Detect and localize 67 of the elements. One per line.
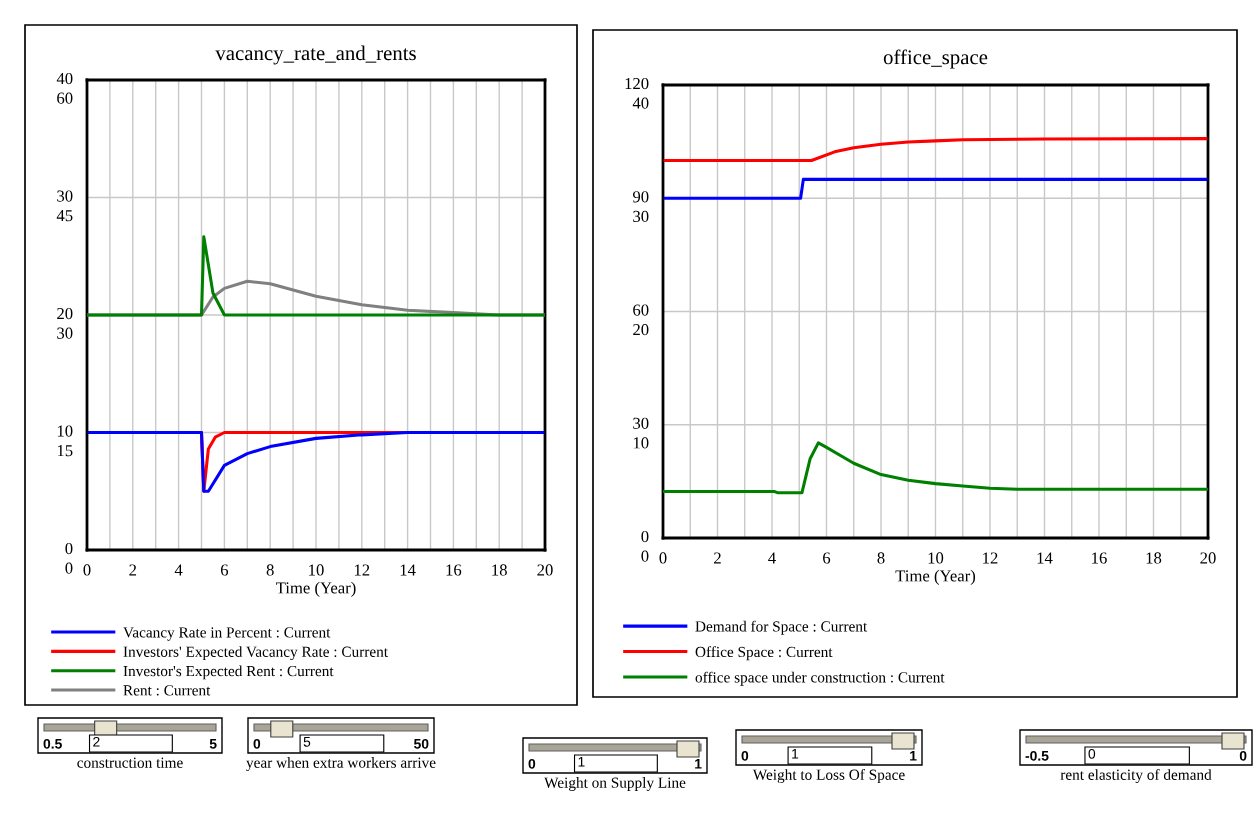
y-tick-label: 20 (57, 307, 73, 320)
x-tick-label: 12 (983, 552, 998, 564)
y-tick-label: 120 (625, 77, 649, 90)
x-tick-label: 0 (659, 552, 667, 564)
y-tick-label: 0 (641, 530, 649, 543)
x-tick-label: 6 (220, 564, 229, 576)
text: 0 (253, 738, 261, 749)
y-tick-label: 90 (632, 191, 649, 203)
x-tick-label: 4 (174, 564, 183, 576)
text: 0 (528, 758, 536, 769)
legend-label: Office Space : Current (695, 646, 833, 661)
line-series (663, 137, 1208, 163)
chart-title: office_space (883, 49, 988, 69)
x-tick-label: 12 (354, 564, 370, 576)
x-tick-label: 18 (492, 564, 507, 576)
x-tick-label: 6 (823, 552, 831, 564)
y-tick-label: 10 (57, 425, 73, 437)
x-tick-label: 16 (1092, 552, 1107, 564)
text: 0 (1239, 750, 1247, 761)
x-tick-label: 10 (928, 552, 944, 564)
chart-title: vacancy_rate_and_rents (215, 45, 416, 65)
x-tick-label: 18 (1146, 552, 1162, 564)
y-tick-label: 30 (57, 190, 73, 202)
legend-label: Rent : Current (123, 685, 211, 696)
text: 2 (93, 736, 100, 747)
x-tick-label: 2 (129, 564, 137, 576)
x-tick-label: 0 (83, 564, 91, 576)
x-tick-label: 8 (266, 564, 274, 576)
text: 1 (910, 751, 917, 761)
y-tick-label: 30 (633, 417, 649, 429)
text: 0 (741, 750, 749, 761)
legend-label: Vacancy Rate in Percent : Current (123, 627, 331, 641)
text: 5 (209, 739, 217, 749)
x-tick-label: 8 (877, 552, 885, 564)
text: rent elasticity of demand (1060, 768, 1212, 784)
x-tick-label: 14 (400, 564, 416, 576)
text: 5 (303, 737, 311, 747)
text: Weight on Supply Line (544, 777, 686, 791)
x-tick-label: 16 (446, 564, 462, 576)
text: 1 (695, 759, 702, 769)
y2-tick-label: 45 (56, 210, 73, 222)
x-tick-label: 20 (1200, 552, 1216, 564)
legend-label: office space under construction : Current (695, 671, 945, 686)
x-tick-label: 14 (1037, 552, 1053, 564)
text: 0 (1088, 748, 1096, 759)
x-tick-label: 2 (714, 552, 721, 564)
y-tick-label: 0 (65, 542, 73, 555)
x-axis-title: Time (Year) (276, 581, 356, 597)
legend-label: Investor's Expected Rent : Current (123, 665, 334, 680)
text: -0.5 (1025, 750, 1049, 761)
text: 50 (413, 738, 429, 749)
text: 1 (578, 757, 585, 767)
x-tick-label: 10 (309, 564, 324, 576)
text: construction time (77, 757, 183, 768)
line-series (87, 430, 545, 493)
legend-label: Investors' Expected Vacancy Rate : Current (123, 646, 388, 661)
x-tick-label: 4 (768, 552, 776, 564)
text: year when extra workers arrive (246, 757, 436, 771)
text: Weight to Loss Of Space (752, 768, 905, 784)
text: 0.5 (43, 738, 62, 749)
y-tick-label: 40 (56, 72, 73, 85)
y2-tick-label: 15 (57, 445, 73, 457)
text: 1 (792, 749, 799, 759)
x-axis-title: Time (Year) (895, 569, 976, 585)
y-tick-label: 60 (633, 304, 649, 316)
x-tick-label: 20 (537, 564, 553, 576)
legend-label: Demand for Space : Current (695, 620, 868, 635)
